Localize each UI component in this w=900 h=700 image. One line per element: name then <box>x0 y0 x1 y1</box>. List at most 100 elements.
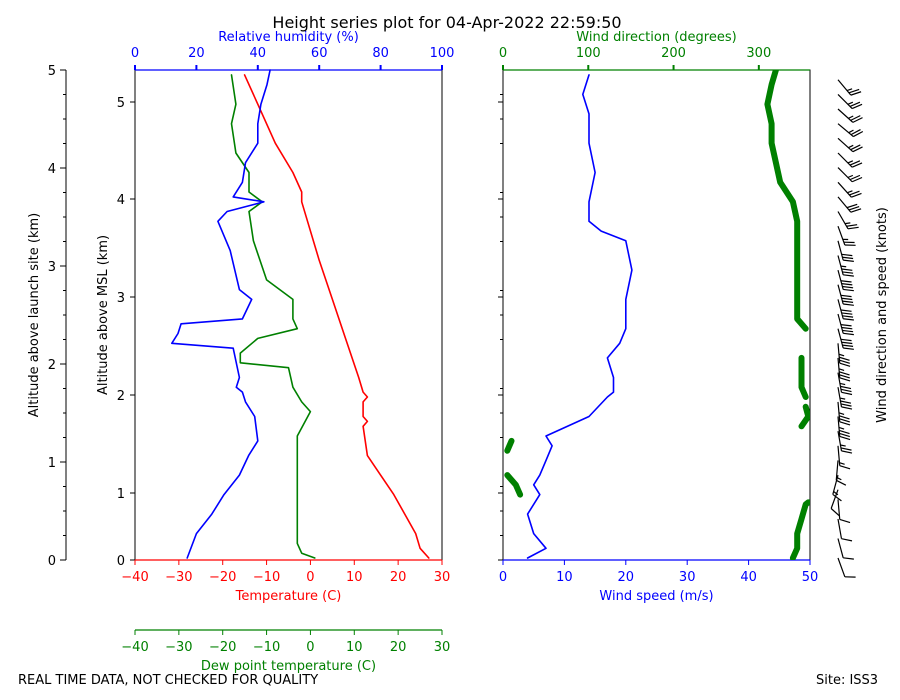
wind-barb-full <box>840 403 852 407</box>
quality-disclaimer: REAL TIME DATA, NOT CHECKED FOR QUALITY <box>18 673 319 688</box>
msl-altitude-tick-label: 4 <box>117 193 125 208</box>
wind-barb-full <box>840 324 852 327</box>
dewpoint-tick-label: −10 <box>253 640 280 655</box>
wind-barb-full <box>842 300 854 303</box>
humidity-axis-label: Relative humidity (%) <box>218 30 359 45</box>
wind-barb-full <box>852 117 863 123</box>
wind-barb <box>837 196 862 213</box>
temperature-axis-label: Temperature (C) <box>235 589 342 604</box>
wind-barb-full <box>839 356 850 361</box>
wind-barb <box>837 328 854 350</box>
wind-speed-tick-label: 40 <box>740 570 757 585</box>
msl-altitude-tick-label: 3 <box>117 291 125 306</box>
humidity-tick-label: 60 <box>311 46 328 61</box>
wind-barb-full <box>841 283 853 286</box>
msl-altitude-tick-label: 2 <box>117 389 125 404</box>
temperature-tick-label: −20 <box>209 570 236 585</box>
wind-barb-half <box>838 353 845 357</box>
temperature-tick-label: −30 <box>165 570 192 585</box>
wind-barb-staff <box>837 255 844 275</box>
wind-barb-full <box>843 274 854 277</box>
wind-barb-full <box>839 421 851 426</box>
site-altitude-tick-label: 3 <box>48 260 56 275</box>
wind-barb-staff <box>837 152 853 168</box>
wind-barb <box>837 79 862 96</box>
wind-barb-half <box>839 382 846 386</box>
wind-barb-full <box>832 493 842 502</box>
wind-barb-staff <box>837 196 852 213</box>
wind-direction-line <box>764 70 809 332</box>
msl-altitude-tick-label: 1 <box>117 487 125 502</box>
wind-barb <box>837 152 863 168</box>
wind-barb-full <box>841 253 853 257</box>
site-altitude-tick-label: 2 <box>48 358 56 373</box>
wind-barb-full <box>844 244 856 246</box>
wind-barb <box>837 372 853 396</box>
wind-barb-staff <box>837 181 852 198</box>
wind-barb-full <box>843 241 855 244</box>
temperature-tick-label: −40 <box>121 570 148 585</box>
wind-barb-staff <box>837 167 853 183</box>
wind-barb-half <box>840 265 847 268</box>
wind-barb-full <box>841 450 853 454</box>
wind-barb-full <box>849 101 861 107</box>
wind-barb-staff <box>835 460 839 481</box>
wind-barb-staff <box>837 557 846 577</box>
wind-barb-full <box>841 406 853 410</box>
dewpoint-tick-label: 30 <box>434 640 451 655</box>
wind-barb-half <box>846 88 853 92</box>
humidity-tick-label: 20 <box>188 46 205 61</box>
wind-barb-full <box>841 391 853 396</box>
site-altitude-tick-label: 1 <box>48 456 56 471</box>
humidity-tick-label: 80 <box>372 46 389 61</box>
wind-barb-full <box>839 465 851 470</box>
wind-barb-staff <box>837 123 854 138</box>
wind-barb-staff <box>837 108 854 123</box>
wind-barb-full <box>840 447 852 451</box>
dewpoint-tick-label: −40 <box>121 640 148 655</box>
wind-barbs-label: Wind direction and speed (knots) <box>875 207 890 423</box>
wind-barb-staff <box>837 518 843 539</box>
wind-barb-full <box>841 341 853 345</box>
wind-barb-full <box>843 347 854 350</box>
wind-barb <box>837 313 854 336</box>
wind-barb-full <box>840 280 852 283</box>
humidity-tick-label: 100 <box>430 46 455 61</box>
dew-point-line <box>230 74 316 559</box>
dewpoint-axis-label: Dew point temperature (C) <box>201 659 376 674</box>
msl-altitude-axis-label: Altitude above MSL (km) <box>96 235 111 395</box>
wind-barb <box>837 255 854 277</box>
wind-barb-full <box>850 115 861 121</box>
wind-barb <box>837 431 853 454</box>
wind-barb-half <box>833 491 839 496</box>
wind-barb-half <box>839 397 846 400</box>
wind-barb-full <box>849 174 861 181</box>
wind-barb-staff <box>837 299 844 319</box>
wind-barb-full <box>843 557 854 560</box>
wind-barb-full <box>841 268 853 271</box>
temperature-tick-label: 0 <box>306 570 314 585</box>
wind-barb-full <box>839 432 850 438</box>
wind-barb <box>837 416 851 441</box>
wind-barb <box>837 225 856 246</box>
data-layer <box>171 69 864 578</box>
wind-barb-full <box>835 479 847 486</box>
thermo-panel-frame <box>134 69 443 561</box>
wind-barb <box>837 240 854 262</box>
wind-barb-staff <box>830 489 839 509</box>
wind-barb-half <box>838 368 845 371</box>
wind-barb-full <box>851 176 863 183</box>
chart-title: Height series plot for 04-Apr-2022 22:59… <box>272 13 621 32</box>
wind-barb <box>837 108 863 123</box>
wind-barb <box>835 460 847 486</box>
wind-barb-full <box>842 285 854 289</box>
wind-barb-full <box>842 329 854 333</box>
msl-altitude-tick-label: 0 <box>117 554 125 569</box>
wind-speed-tick-label: 50 <box>802 570 819 585</box>
wind-barb-full <box>840 338 852 342</box>
wind-dir-tick-label: 0 <box>499 46 507 61</box>
axes-layer: 0 1 2 3 4 5 Altitude above launch site (km) 0 1 2… <box>27 30 890 674</box>
wind-barb-full <box>850 91 862 96</box>
wind-barb-full <box>839 518 851 524</box>
wind-barb <box>830 489 840 517</box>
